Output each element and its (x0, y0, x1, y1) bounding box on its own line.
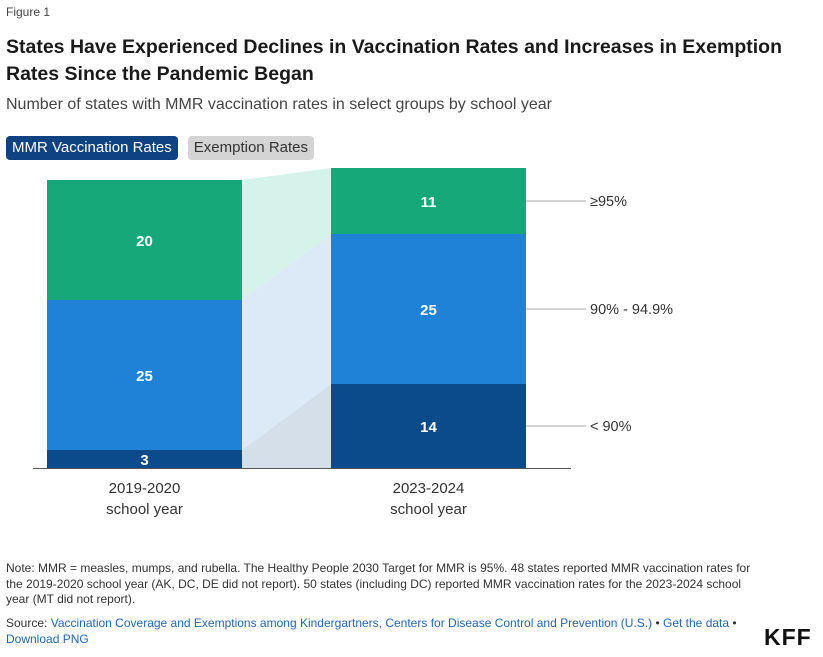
x-tick-label: 2023-2024 school year (390, 480, 467, 518)
bar-segment (331, 384, 526, 468)
data-label: 3 (140, 452, 148, 469)
bar-segment (47, 450, 242, 468)
source-separator: • (652, 616, 663, 630)
connector-band-1 (242, 234, 331, 450)
data-label: 14 (420, 419, 437, 436)
figure-label: Figure 1 (6, 5, 51, 19)
get-data-link[interactable]: Get the data (663, 616, 730, 630)
data-label: 11 (421, 194, 437, 211)
legend-label: < 90% (590, 419, 632, 435)
stacked-bar-chart: 3 25 20 14 25 11 2019-2020 school year 2023-2024… (33, 168, 673, 518)
data-label: 25 (420, 302, 437, 319)
bar-segment (331, 168, 526, 234)
data-label: 20 (136, 233, 153, 250)
source-separator: • (729, 616, 737, 630)
data-label: 25 (136, 368, 153, 385)
connector-band-0 (242, 384, 331, 468)
source-link[interactable]: Vaccination Coverage and Exemptions amon… (50, 616, 653, 630)
chart-subtitle: Number of states with MMR vaccination ra… (6, 96, 553, 113)
legend-label: ≥95% (590, 194, 627, 210)
bar-segment (47, 180, 242, 300)
chart-title: States Have Experienced Declines in Vacc… (6, 36, 782, 85)
bar-segment (47, 300, 242, 450)
bar-segment (331, 234, 526, 384)
source-prefix: Source: (6, 616, 51, 630)
connector-band-2 (242, 168, 331, 300)
x-tick-label: 2019-2020 school year (106, 480, 183, 518)
source-line: Source: Vaccination Coverage and Exempti… (6, 615, 756, 647)
tab-bar: MMR Vaccination Rates Exemption Rates (6, 136, 315, 160)
tab-exemption-rates[interactable]: Exemption Rates (187, 136, 315, 160)
legend-label: 90% - 94.9% (590, 302, 673, 318)
kff-logo: KFF (764, 624, 812, 650)
chart-note: Note: MMR = measles, mumps, and rubella.… (6, 561, 751, 606)
tab-mmr-vaccination-rates[interactable]: MMR Vaccination Rates (6, 136, 178, 160)
download-png-link[interactable]: Download PNG (6, 632, 89, 646)
